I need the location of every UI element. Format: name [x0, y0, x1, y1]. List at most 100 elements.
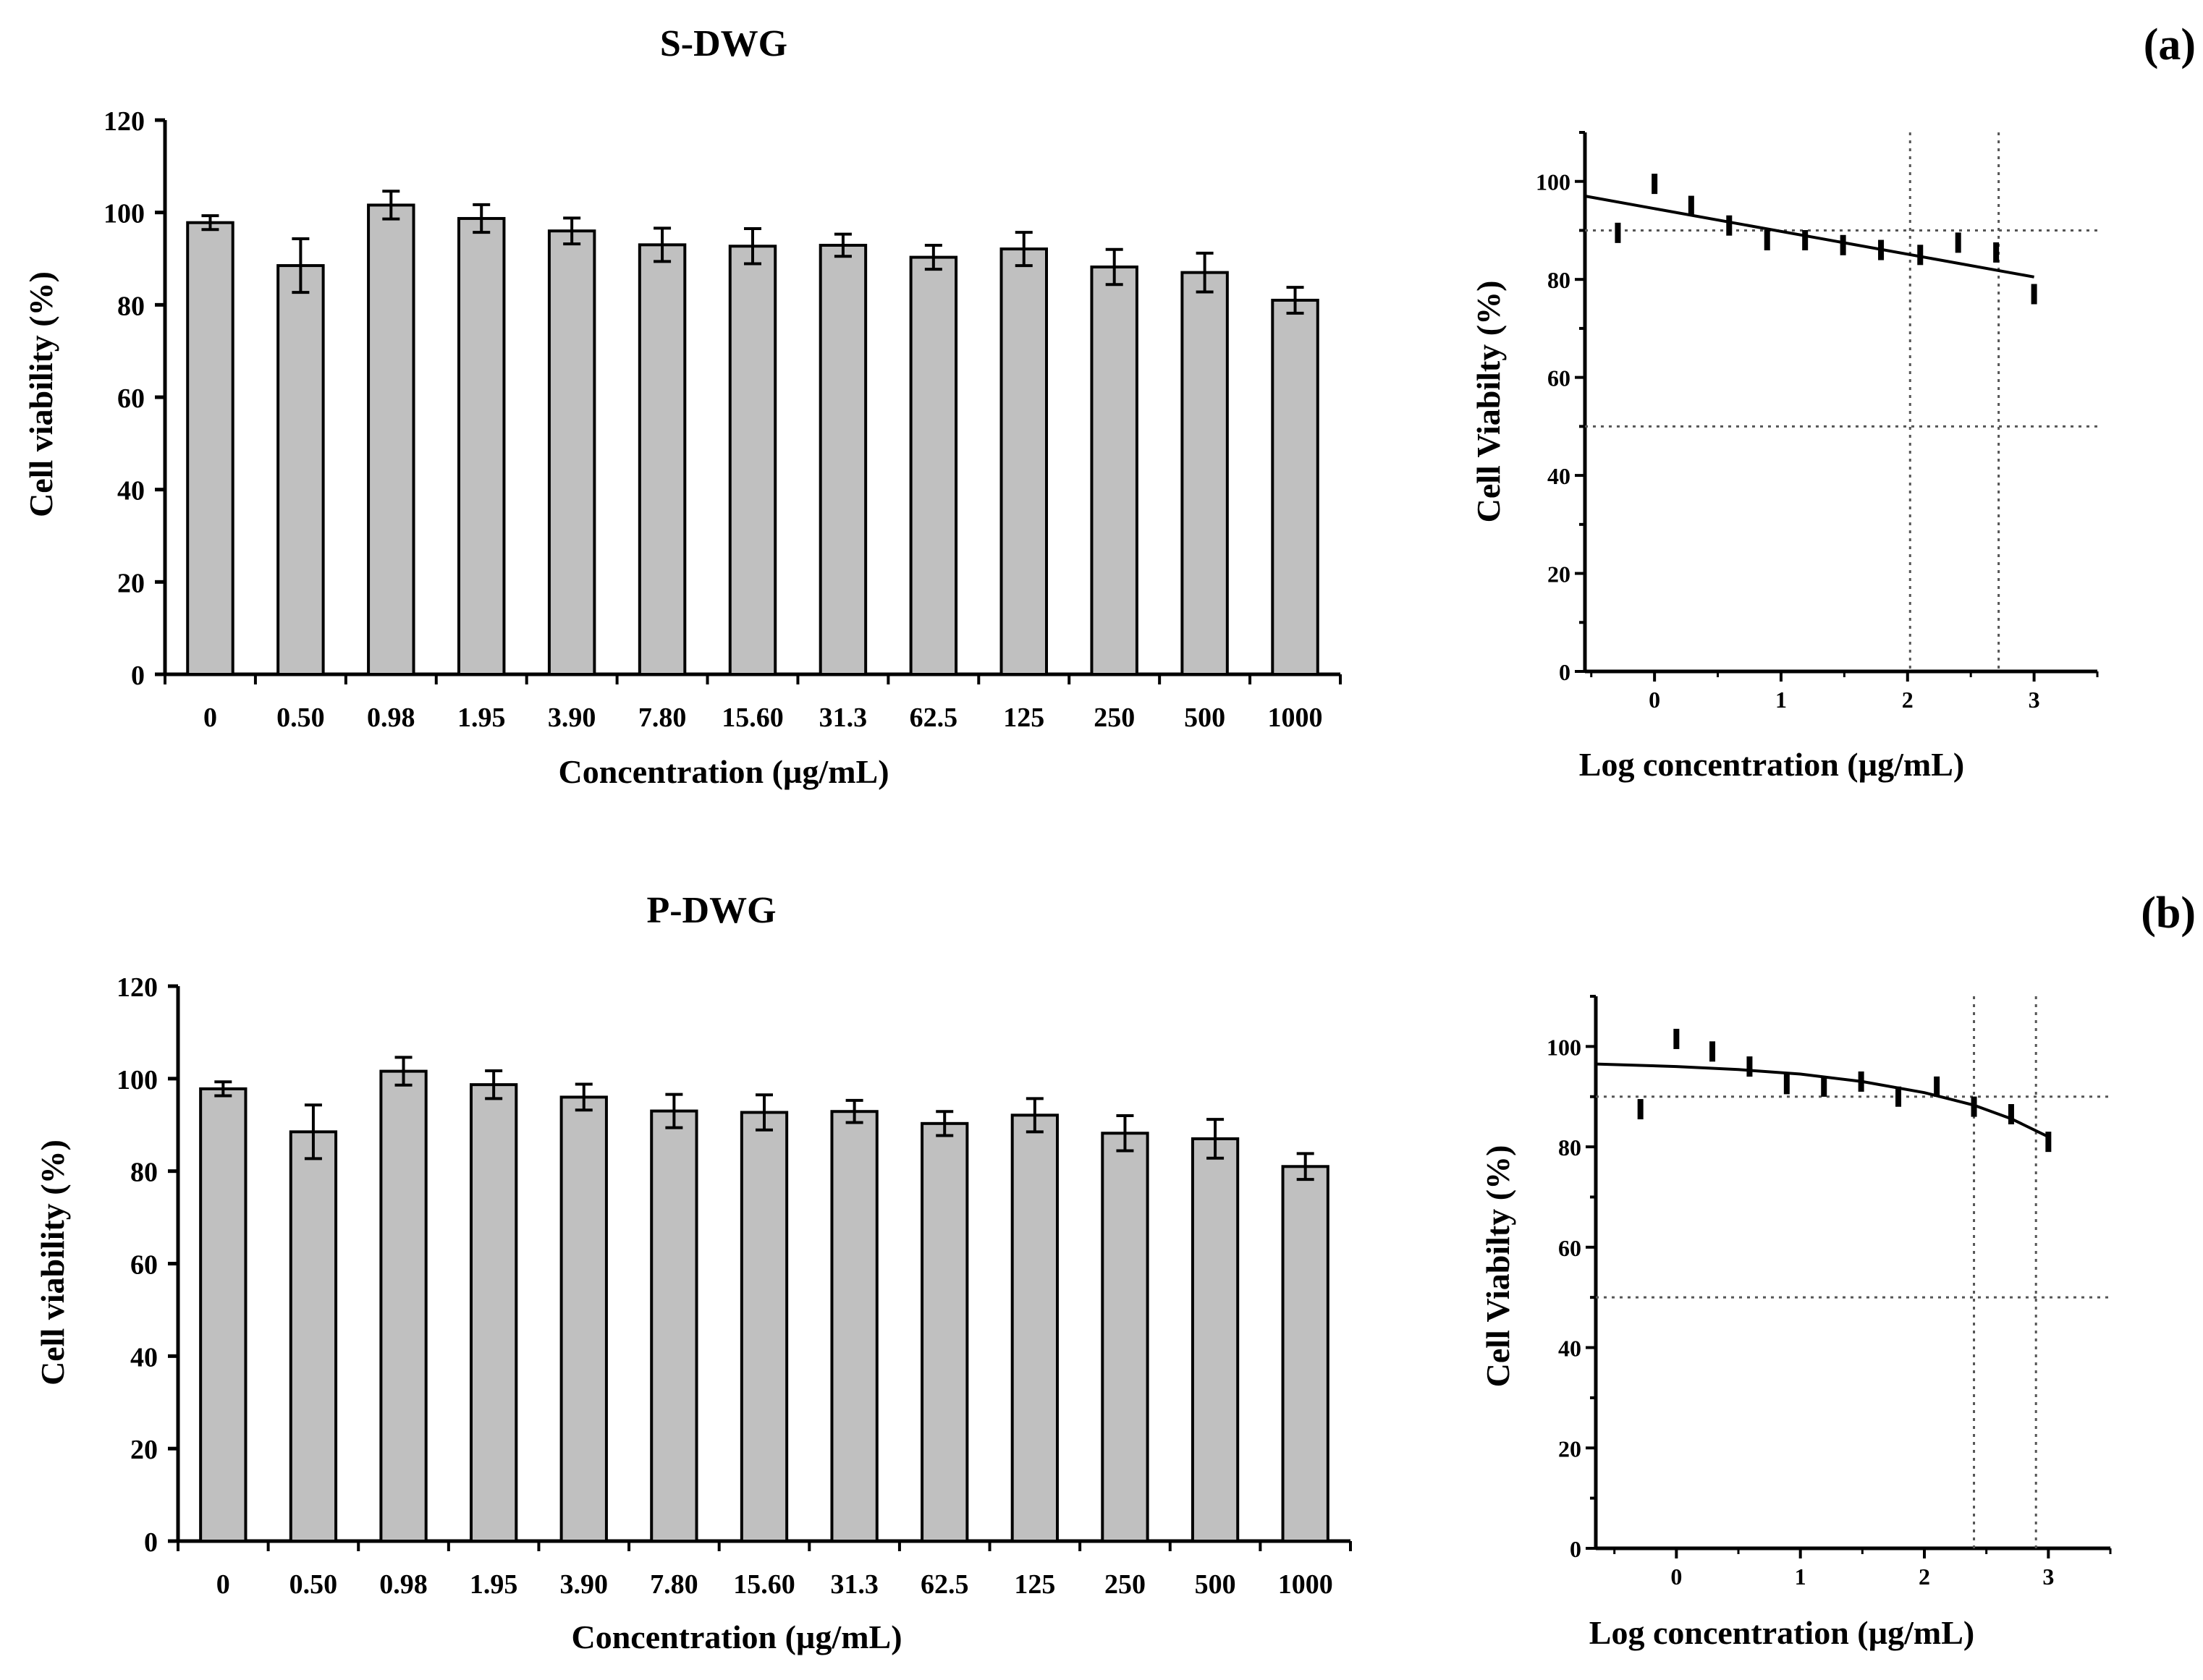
y-tick-label: 80 — [1547, 267, 1570, 293]
bar — [470, 1083, 518, 1543]
curve-chart-s-dwg: Cell Viabilty (%) Log concentration (µg/… — [1470, 131, 2099, 783]
x-tick-label: 1000 — [1268, 703, 1323, 733]
x-tick-label: 3 — [2029, 687, 2040, 713]
curve-chart-y-label: Cell Viabilty (%) — [1470, 281, 1507, 523]
bar — [650, 1109, 698, 1543]
bar-chart-x-label: Concentration (µg/mL) — [571, 1619, 902, 1655]
data-point — [1637, 1099, 1644, 1120]
data-point — [1917, 245, 1924, 266]
x-tick-label: 500 — [1184, 703, 1225, 733]
bar — [1010, 1113, 1059, 1543]
y-tick-label: 60 — [130, 1250, 158, 1281]
data-point — [1895, 1086, 1902, 1107]
x-tick-label: 2 — [1919, 1564, 1930, 1590]
y-tick-label: 20 — [130, 1435, 158, 1465]
x-tick-label: 125 — [1003, 703, 1044, 733]
data-point — [1955, 232, 1961, 253]
x-tick-label: 7.80 — [638, 703, 687, 733]
data-point — [1934, 1076, 1940, 1097]
bar-chart-title: P-DWG — [646, 890, 776, 931]
x-tick-label: 3 — [2042, 1564, 2054, 1590]
data-point — [2008, 1104, 2014, 1125]
x-tick-label: 15.60 — [733, 1569, 795, 1600]
x-tick-label: 0 — [216, 1569, 230, 1600]
bar — [367, 203, 415, 676]
fit-curve — [1584, 195, 2034, 279]
x-tick-label: 0.50 — [289, 1569, 338, 1600]
data-point — [1821, 1076, 1827, 1097]
data-point — [1971, 1096, 1977, 1117]
y-tick-label: 20 — [1558, 1435, 1581, 1461]
bar-chart-y-label: Cell viability (%) — [34, 1140, 71, 1386]
y-tick-label: 40 — [1558, 1336, 1581, 1362]
x-tick-label: 250 — [1104, 1569, 1146, 1600]
bar — [819, 243, 868, 676]
curve-chart-p-dwg: Cell Viabilty (%) Log concentration (µg/… — [1479, 995, 2112, 1651]
curve-chart-y-label: Cell Viabilty (%) — [1479, 1145, 1516, 1388]
y-tick-label: 80 — [1558, 1134, 1581, 1161]
data-point — [1840, 234, 1846, 255]
x-tick-label: 31.3 — [819, 703, 868, 733]
x-tick-label: 1000 — [1278, 1569, 1333, 1600]
data-point — [1673, 1028, 1680, 1049]
data-point — [1783, 1074, 1790, 1095]
data-point — [1802, 230, 1809, 250]
y-tick-label: 40 — [130, 1342, 158, 1373]
bar — [999, 247, 1048, 676]
bar — [1180, 271, 1229, 676]
x-tick-label: 7.80 — [650, 1569, 698, 1600]
x-tick-label: 0.98 — [379, 1569, 428, 1600]
data-point — [1615, 222, 1621, 243]
data-point — [1993, 242, 2000, 263]
x-tick-label: 31.3 — [830, 1569, 879, 1600]
y-tick-label: 100 — [103, 199, 145, 229]
y-tick-label: 20 — [117, 568, 145, 598]
y-tick-label: 60 — [1547, 365, 1570, 391]
data-point — [2031, 284, 2037, 305]
data-point — [2045, 1132, 2052, 1153]
data-point — [1726, 215, 1733, 236]
bar-chart-title: S-DWG — [660, 23, 787, 64]
bar — [1101, 1132, 1149, 1543]
data-point — [1652, 174, 1658, 195]
y-tick-label: 0 — [144, 1527, 158, 1558]
bar — [740, 1111, 789, 1543]
data-point — [1764, 230, 1770, 250]
bar — [289, 1130, 338, 1543]
x-tick-label: 62.5 — [910, 703, 958, 733]
y-tick-label: 100 — [1547, 1034, 1581, 1060]
bar — [379, 1069, 428, 1543]
y-tick-label: 120 — [117, 972, 158, 1003]
y-tick-label: 0 — [1559, 659, 1570, 685]
x-tick-label: 0.98 — [367, 703, 415, 733]
x-tick-label: 0 — [203, 703, 217, 733]
x-tick-label: 250 — [1094, 703, 1135, 733]
bar — [909, 255, 958, 676]
bar — [1271, 298, 1319, 676]
x-tick-label: 0 — [1670, 1564, 1682, 1590]
x-tick-label: 1.95 — [457, 703, 506, 733]
curve-chart-x-label: Log concentration (µg/mL) — [1579, 746, 1964, 783]
data-point — [1688, 195, 1694, 216]
x-tick-label: 0.50 — [276, 703, 325, 733]
bar — [276, 264, 325, 676]
y-tick-label: 20 — [1547, 561, 1570, 587]
bar — [559, 1095, 608, 1543]
bar — [1090, 265, 1138, 676]
x-tick-label: 1.95 — [470, 1569, 518, 1600]
bar — [921, 1121, 969, 1543]
x-tick-label: 0 — [1649, 687, 1660, 713]
y-tick-label: 80 — [130, 1158, 158, 1188]
y-tick-label: 60 — [117, 383, 145, 414]
bar-chart-y-label: Cell viability (%) — [22, 271, 59, 517]
bar — [199, 1087, 248, 1543]
y-tick-label: 40 — [1547, 463, 1570, 489]
bar — [186, 221, 234, 676]
y-tick-label: 100 — [1536, 169, 1570, 195]
x-tick-label: 1 — [1795, 1564, 1806, 1590]
x-tick-label: 1 — [1775, 687, 1787, 713]
panel-label-b: (b) — [2141, 888, 2196, 938]
y-tick-label: 120 — [103, 106, 145, 137]
data-point — [1746, 1056, 1753, 1077]
